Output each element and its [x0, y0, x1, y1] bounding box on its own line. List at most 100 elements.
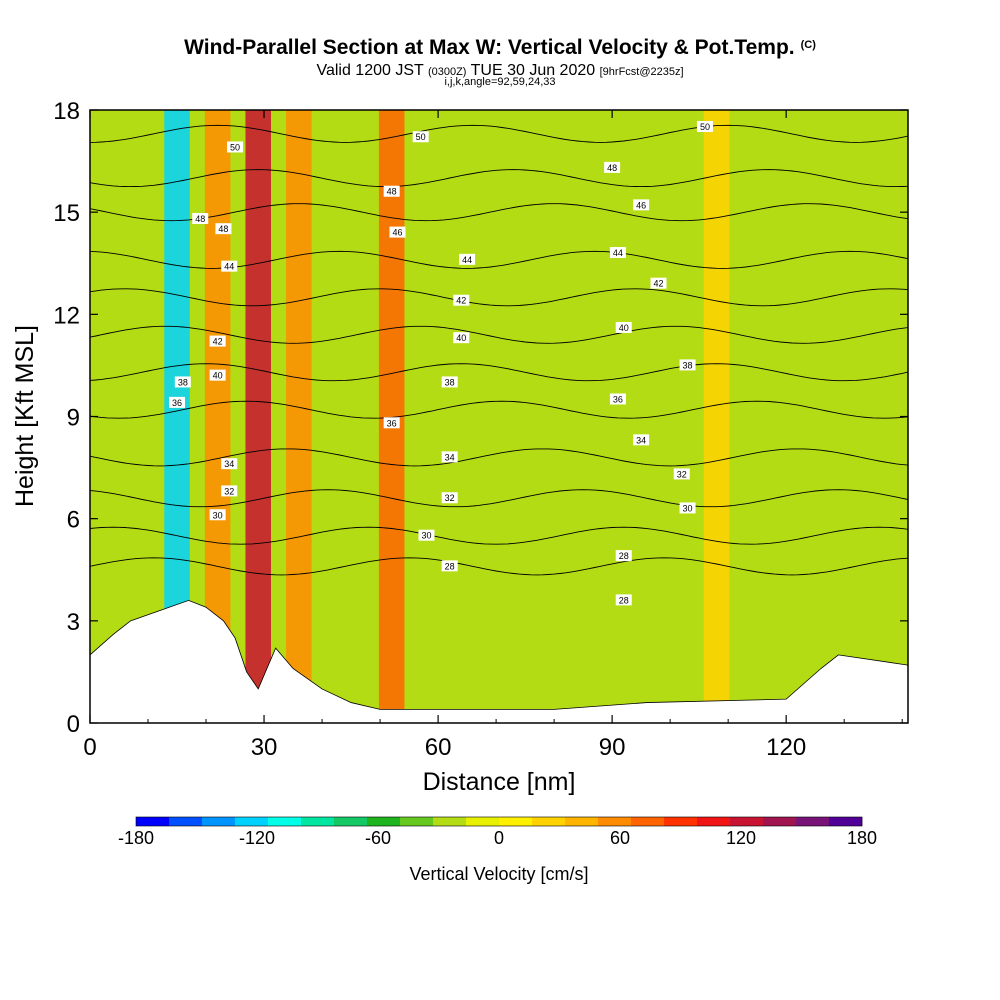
colorbar-ticks: -180 -120 -60 0 60 120 180 [118, 828, 877, 848]
colorbar-swatch [235, 817, 269, 826]
contour-label: 42 [209, 335, 226, 347]
contour-label-text: 36 [613, 394, 623, 404]
contour-label-text: 44 [613, 248, 623, 258]
theta-contour-48 [90, 169, 908, 188]
contour-label-text: 50 [700, 122, 710, 132]
terrain-profile [90, 599, 908, 723]
x-tick-label: 60 [425, 734, 452, 761]
colorbar-tick-label: 60 [610, 828, 630, 848]
colorbar-swatch [631, 817, 665, 826]
contour-label: 36 [383, 417, 400, 429]
colorbar [135, 816, 863, 827]
contour-label: 50 [412, 131, 429, 143]
x-tick-label: 0 [83, 734, 96, 761]
contour-label-text: 50 [416, 132, 426, 142]
contour-label-text: 48 [387, 187, 397, 197]
contour-label: 42 [650, 277, 667, 289]
contour-label: 32 [441, 492, 458, 504]
contour-label: 38 [441, 376, 458, 388]
contour-label-text: 30 [421, 531, 431, 541]
updraft-band-5 [703, 110, 730, 723]
colorbar-tick-label: 120 [726, 828, 756, 848]
colorbar-swatch [763, 817, 797, 826]
contour-label-text: 48 [218, 224, 228, 234]
colorbar-swatch [202, 817, 236, 826]
contour-label: 38 [174, 376, 191, 388]
contour-label-text: 44 [224, 262, 234, 272]
y-tick-label: 3 [67, 609, 80, 636]
updraft-band-2 [245, 110, 272, 723]
theta-contour-34 [90, 448, 908, 467]
x-tick-label: 30 [251, 734, 278, 761]
theta-contours [90, 124, 908, 576]
x-tick-label: 90 [599, 734, 626, 761]
theta-contour-40 [90, 325, 908, 344]
contour-label: 38 [679, 359, 696, 371]
contour-label: 40 [453, 332, 470, 344]
contour-label-text: 36 [387, 418, 397, 428]
y-tick-label: 18 [53, 98, 80, 125]
contour-label: 36 [169, 396, 186, 408]
chart-subtitle: Valid 1200 JST (0300Z) TUE 30 Jun 2020 [… [316, 62, 684, 79]
contour-label: 32 [673, 468, 690, 480]
colorbar-swatch [334, 817, 368, 826]
contour-label: 44 [609, 247, 626, 259]
contour-label: 30 [679, 502, 696, 514]
y-tick-label: 6 [67, 507, 80, 534]
contour-label-text: 32 [224, 486, 234, 496]
contour-label: 30 [209, 509, 226, 521]
contour-label-text: 34 [636, 435, 646, 445]
colorbar-frame [135, 816, 863, 827]
contour-label-text: 34 [224, 459, 234, 469]
colorbar-swatch [532, 817, 566, 826]
contour-label-text: 46 [392, 228, 402, 238]
colorbar-swatch [433, 817, 467, 826]
contour-label-text: 50 [230, 142, 240, 152]
colorbar-label: Vertical Velocity [cm/s] [409, 864, 588, 884]
contour-label-text: 38 [445, 377, 455, 387]
contour-label-text: 40 [456, 333, 466, 343]
contour-label: 44 [459, 253, 476, 265]
contour-label-text: 32 [445, 493, 455, 503]
colorbar-swatch [499, 817, 533, 826]
colorbar-swatch [565, 817, 599, 826]
colorbar-tick-label: -180 [118, 828, 154, 848]
colorbar-swatch [697, 817, 731, 826]
colorbar-swatch [730, 817, 764, 826]
contour-label-text: 42 [456, 296, 466, 306]
x-tick-label: 120 [766, 734, 806, 761]
contour-label: 36 [609, 393, 626, 405]
velocity-field [90, 110, 908, 723]
contour-label: 28 [615, 550, 632, 562]
contour-label-text: 46 [636, 200, 646, 210]
contour-label: 30 [418, 529, 435, 541]
contour-label-text: 38 [178, 377, 188, 387]
contour-label-text: 40 [619, 323, 629, 333]
y-tick-label: 15 [53, 200, 80, 227]
colorbar-swatch [136, 817, 170, 826]
contour-label-text: 28 [445, 561, 455, 571]
contour-label-text: 38 [683, 360, 693, 370]
y-tick-label: 12 [53, 302, 80, 329]
terrain-mask [90, 599, 908, 723]
colorbar-tick-label: 0 [494, 828, 504, 848]
contour-label-text: 32 [677, 469, 687, 479]
colorbar-tick-label: 180 [847, 828, 877, 848]
theta-contour-38 [90, 363, 908, 382]
colorbar-tick-label: -60 [365, 828, 391, 848]
theta-contour-32 [90, 489, 908, 508]
contour-label-text: 34 [445, 452, 455, 462]
theta-contour-42 [90, 288, 908, 307]
contour-label: 48 [215, 223, 232, 235]
theta-contour-50 [90, 124, 908, 143]
contour-label-text: 48 [607, 163, 617, 173]
contour-label-text: 44 [462, 255, 472, 265]
colorbar-swatch [466, 817, 500, 826]
contour-label: 46 [633, 199, 650, 211]
updraft-band-3 [286, 110, 312, 723]
y-tick-label: 0 [67, 711, 80, 738]
contour-label: 50 [227, 141, 244, 153]
contour-label: 34 [441, 451, 458, 463]
